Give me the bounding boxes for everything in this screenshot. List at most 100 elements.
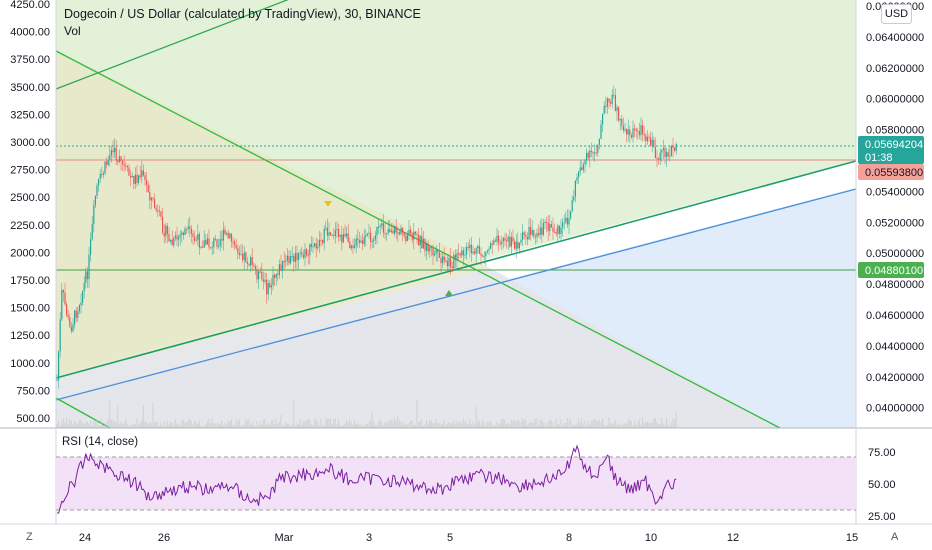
volume-bar <box>466 423 468 428</box>
candle-body <box>278 264 280 275</box>
candle-body <box>518 242 520 249</box>
volume-bar <box>272 419 274 428</box>
volume-bar <box>512 420 514 428</box>
candle-body <box>624 128 626 131</box>
volume-bar <box>518 421 520 428</box>
candle-body <box>381 223 383 226</box>
volume-bar <box>144 421 146 428</box>
candle-body <box>224 229 226 235</box>
candle-body <box>539 227 541 235</box>
volume-bar <box>176 423 178 428</box>
volume-bar <box>362 425 364 428</box>
candle-body <box>189 226 191 229</box>
volume-bar <box>171 423 173 428</box>
volume-bar <box>475 406 477 428</box>
candle-body <box>546 221 548 223</box>
candle-body <box>530 226 532 235</box>
volume-bar <box>278 422 280 428</box>
volume-bar <box>154 422 156 428</box>
candle-body <box>214 238 216 240</box>
volume-bar <box>331 424 333 428</box>
candle-body <box>370 232 372 242</box>
left-price-axis[interactable]: 4250.00 4000.00 3750.00 3500.00 3250.00 3000.… <box>10 0 50 425</box>
volume-bar <box>374 425 376 428</box>
volume-bar <box>141 419 143 428</box>
candle-body <box>352 245 354 248</box>
candle-body <box>136 174 138 183</box>
time-axis-tick: 3 <box>366 532 372 544</box>
candle-body <box>339 234 341 237</box>
candle-body <box>344 234 346 237</box>
volume-bar <box>146 421 148 428</box>
candle-body <box>510 236 512 247</box>
volume-bar <box>589 424 591 428</box>
volume-bar <box>122 424 124 428</box>
volume-bar <box>314 419 316 428</box>
rsi-line <box>56 444 677 514</box>
candle-body <box>443 256 445 261</box>
candle-body <box>64 292 66 305</box>
candle-body <box>58 351 60 380</box>
candle-body <box>658 158 660 160</box>
volume-bar <box>243 425 245 428</box>
candle-body <box>573 196 575 201</box>
candle-body <box>514 241 516 249</box>
green-level-badge <box>858 262 924 278</box>
volume-bar <box>549 419 551 428</box>
left-axis-tick: 3500.00 <box>10 82 50 94</box>
volume-bar <box>478 420 480 428</box>
volume-bar <box>62 418 64 428</box>
candle-body <box>139 175 141 178</box>
candle-body <box>179 234 181 237</box>
volume-bar <box>597 421 599 428</box>
volume-bar <box>328 418 330 428</box>
candle-body <box>520 239 522 243</box>
candle-body <box>597 144 599 153</box>
volume-bar <box>99 425 101 428</box>
candle-body <box>563 221 565 223</box>
volume-bar <box>179 425 181 428</box>
volume-bar <box>411 420 413 428</box>
rsi-axis[interactable]: 75.00 50.00 25.00 <box>868 447 896 523</box>
candle-body <box>579 167 581 172</box>
volume-bar <box>114 420 116 428</box>
candle-body <box>586 152 588 161</box>
volume-bar <box>138 424 140 428</box>
volume-bar <box>408 423 410 428</box>
volume-bar <box>595 420 597 428</box>
volume-bar <box>666 418 668 428</box>
candle-body <box>454 254 456 261</box>
volume-bar <box>610 422 612 428</box>
candle-body <box>378 226 380 228</box>
volume-bar <box>645 421 647 428</box>
candle-body <box>408 229 410 235</box>
candle-body <box>618 107 620 121</box>
candle-body <box>480 253 482 256</box>
rsi-legend[interactable]: RSI (14, close) <box>62 436 139 448</box>
volume-bar <box>629 418 631 428</box>
volume-bar <box>91 425 93 428</box>
right-price-axis[interactable]: 0.066000000.064000000.062000000.06000000… <box>866 1 924 415</box>
candle-body <box>594 152 596 154</box>
volume-bar <box>131 424 133 428</box>
candle-body <box>630 135 632 138</box>
volume-bar <box>469 418 471 428</box>
volume-bar <box>205 423 207 428</box>
candle-body <box>200 246 202 248</box>
volume-bar <box>74 420 76 428</box>
auto-scale-button[interactable]: A <box>891 531 899 543</box>
currency-button[interactable]: USD <box>881 4 912 24</box>
candle-body <box>294 252 296 262</box>
volume-bar <box>170 422 172 428</box>
volume-bar <box>235 419 237 428</box>
candle-body <box>605 105 607 107</box>
time-axis[interactable]: 24 26 Mar 3 5 8 10 12 15 <box>79 532 858 544</box>
candle-body <box>264 279 266 282</box>
volume-legend[interactable]: Vol <box>64 24 81 38</box>
candle-body <box>210 247 212 249</box>
candle-body <box>309 244 311 256</box>
candle-body <box>197 233 199 240</box>
symbol-title[interactable]: Dogecoin / US Dollar (calculated by Trad… <box>64 7 421 21</box>
timezone-button[interactable]: Z <box>26 531 33 543</box>
